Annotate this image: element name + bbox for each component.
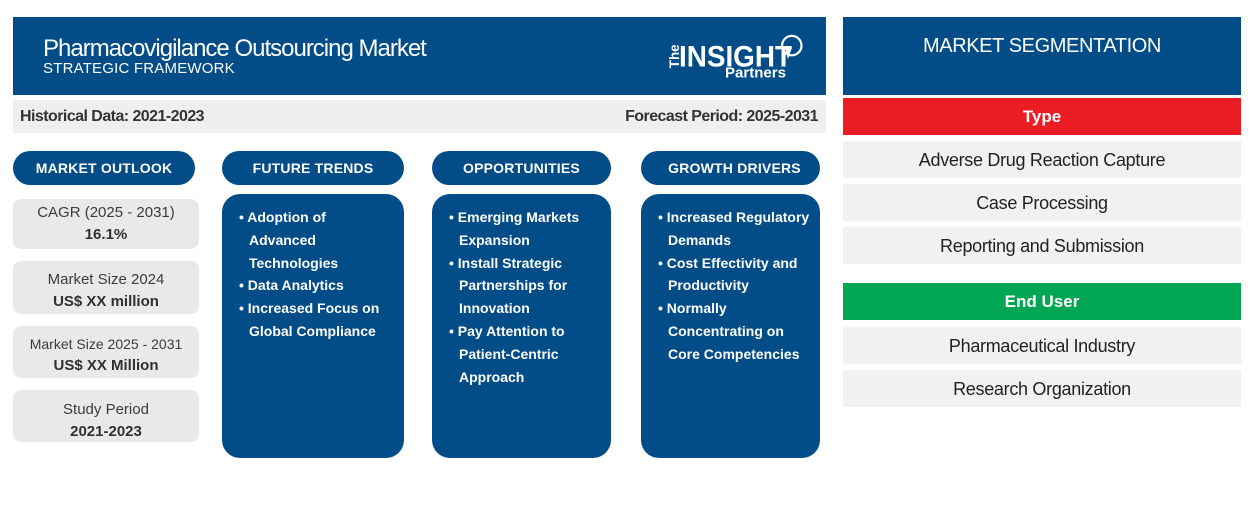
svg-text:INSIGHT: INSIGHT: [679, 41, 792, 74]
svg-text:Partners: Partners: [725, 65, 786, 82]
svg-text:The: The: [667, 44, 682, 68]
